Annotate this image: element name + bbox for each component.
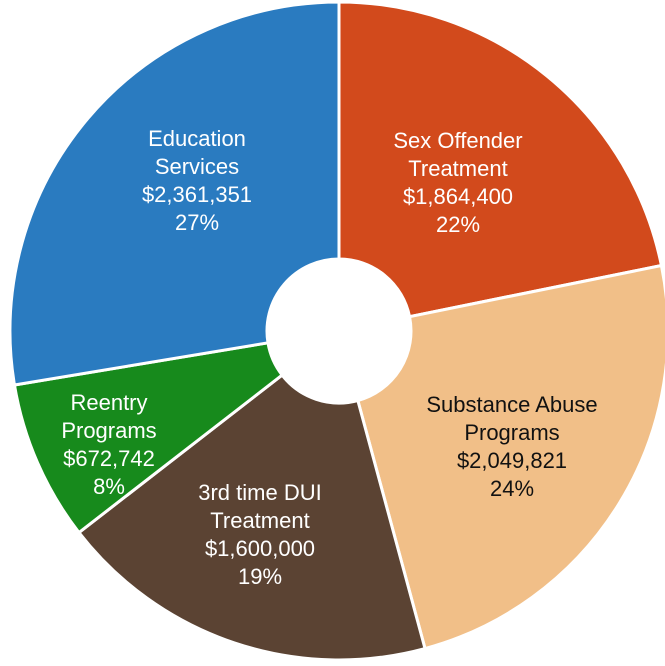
slice xyxy=(337,0,664,319)
slice-label: Sex Offender Treatment $1,864,400 22% xyxy=(373,127,543,239)
percent-label: 22% xyxy=(435,212,481,237)
slice xyxy=(8,0,341,387)
category-label: Education Services xyxy=(148,126,246,179)
category-label: Sex Offender Treatment xyxy=(393,128,523,181)
category-label: Reentry Programs xyxy=(61,390,157,443)
percent-label: 8% xyxy=(93,474,125,499)
slice-label: Substance Abuse Programs $2,049,821 24% xyxy=(412,391,612,503)
value-label: $2,361,351 xyxy=(141,182,253,207)
category-label: 3rd time DUI Treatment xyxy=(198,480,322,533)
percent-label: 27% xyxy=(174,210,220,235)
value-label: $1,600,000 xyxy=(204,536,316,561)
value-label: $1,864,400 xyxy=(402,184,514,209)
slice xyxy=(355,263,665,651)
percent-label: 19% xyxy=(237,564,283,589)
slice-label: Education Services $2,361,351 27% xyxy=(137,125,257,237)
slice-label: Reentry Programs $672,742 8% xyxy=(54,389,164,501)
category-label: Substance Abuse Programs xyxy=(426,392,598,445)
slice xyxy=(76,373,427,662)
value-label: $672,742 xyxy=(63,446,155,471)
slice xyxy=(12,341,285,535)
percent-label: 24% xyxy=(489,476,535,501)
value-label: $2,049,821 xyxy=(456,448,568,473)
slice-label: 3rd time DUI Treatment $1,600,000 19% xyxy=(185,479,335,591)
